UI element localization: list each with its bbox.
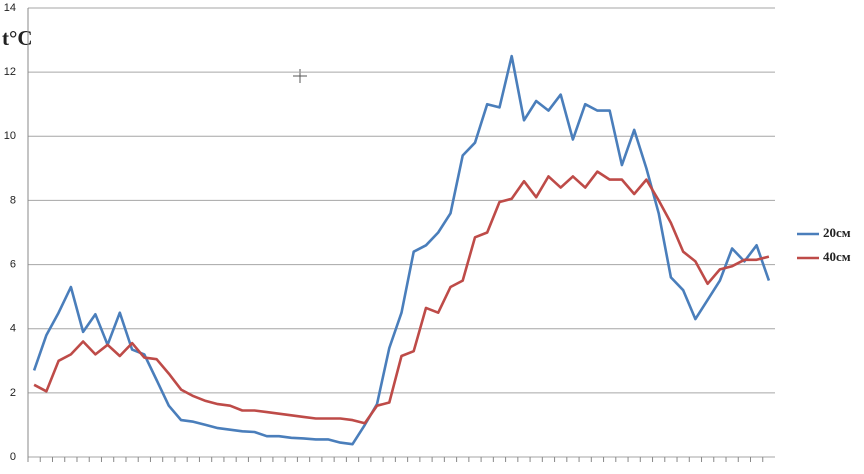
cursor bbox=[293, 69, 307, 83]
legend-label: 20см bbox=[823, 225, 851, 240]
y-tick-label: 14 bbox=[4, 2, 16, 14]
series-line bbox=[32, 54, 771, 446]
y-tick-label: 8 bbox=[10, 194, 16, 206]
y-axis-label: t°C bbox=[2, 26, 33, 50]
y-tick-label: 12 bbox=[4, 66, 16, 78]
y-tick-label: 6 bbox=[10, 258, 16, 270]
y-tick-label: 10 bbox=[4, 130, 16, 142]
legend-label: 40см bbox=[823, 249, 851, 264]
series-line bbox=[33, 170, 770, 425]
y-tick-label: 0 bbox=[10, 451, 16, 463]
y-tick-label: 2 bbox=[10, 387, 16, 399]
y-tick-label: 4 bbox=[10, 323, 16, 335]
